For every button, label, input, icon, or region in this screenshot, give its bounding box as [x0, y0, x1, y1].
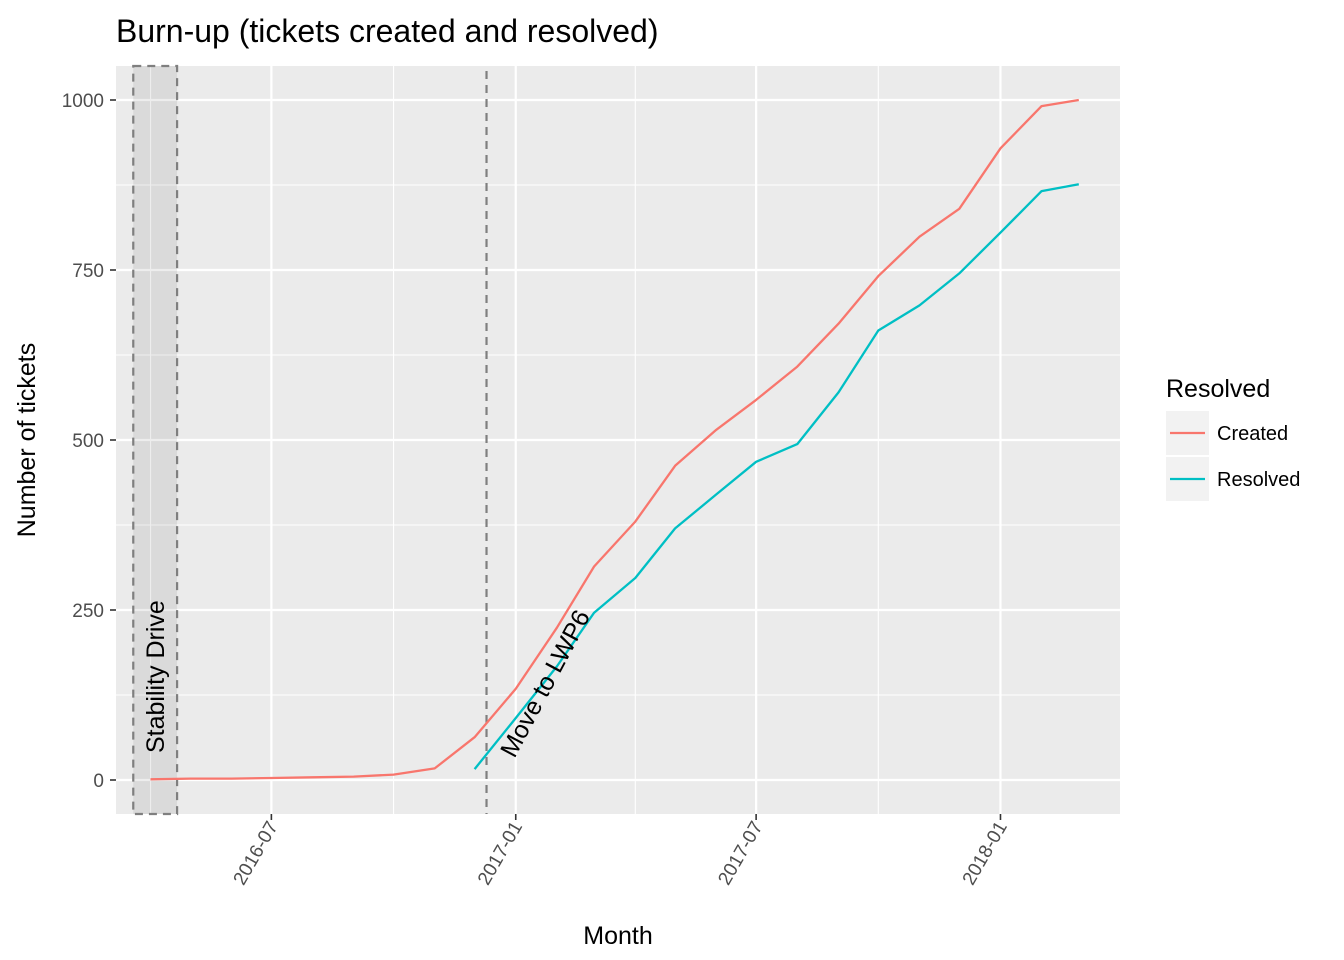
x-tick-label: 2017-01	[474, 818, 527, 889]
legend-label-created: Created	[1217, 423, 1288, 445]
annotation-bands	[132, 64, 488, 816]
x-tick-label: 2017-07	[714, 818, 767, 889]
x-tick-label: 2018-01	[959, 818, 1012, 889]
x-tick-label: 2016-07	[230, 818, 283, 889]
y-tick-label: 0	[93, 771, 104, 792]
y-tick-label: 1000	[62, 91, 104, 112]
legend-items: Created Resolved	[1166, 411, 1300, 501]
stability-drive-label: Stability Drive	[142, 600, 170, 753]
y-axis-title: Number of tickets	[13, 343, 41, 538]
chart-title: Burn-up (tickets created and resolved)	[116, 13, 658, 49]
y-axis: 0 250 500 750 1000	[62, 91, 116, 792]
stability-drive-band	[132, 64, 179, 816]
series-lines	[150, 98, 1080, 781]
series-line-resolved	[473, 183, 1080, 770]
y-tick-label: 750	[72, 261, 104, 282]
x-axis: 2016-07 2017-01 2017-07 2018-01	[230, 814, 1012, 889]
y-tick-label: 250	[72, 601, 104, 622]
legend-title: Resolved	[1166, 375, 1270, 403]
y-tick-label: 500	[72, 431, 104, 452]
series-line-created	[150, 98, 1079, 781]
x-axis-title: Month	[583, 922, 652, 950]
legend-label-resolved: Resolved	[1217, 469, 1300, 491]
legend: Resolved Created Resolved	[1166, 375, 1300, 501]
